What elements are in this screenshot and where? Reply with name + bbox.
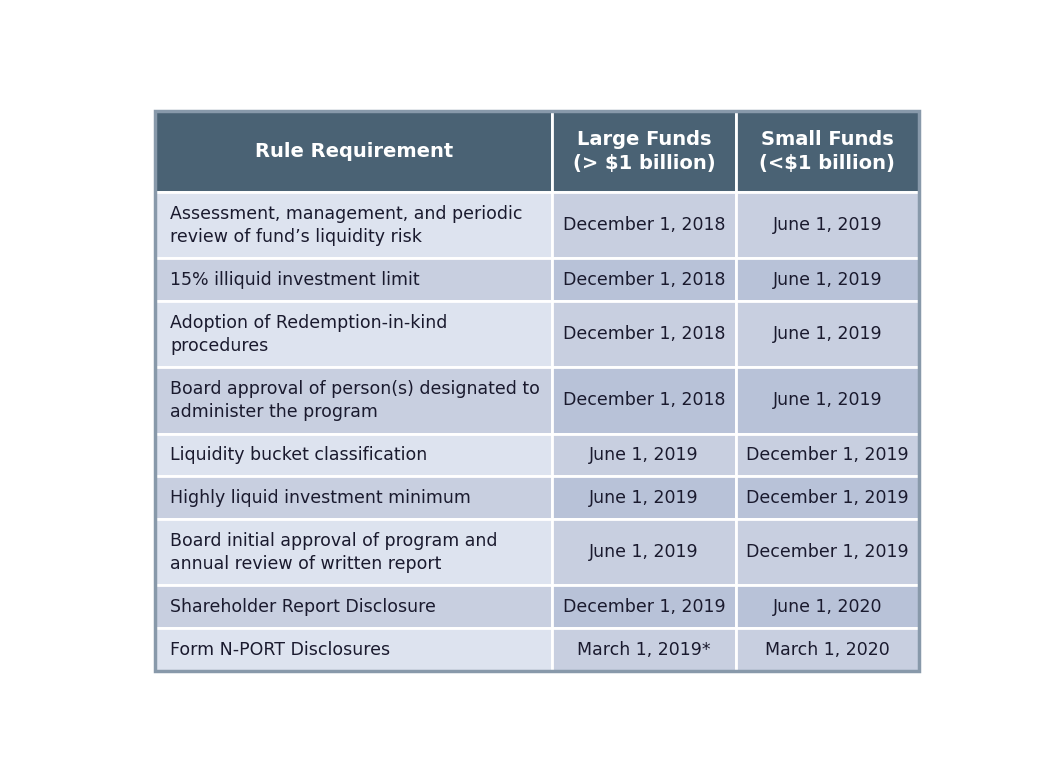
Bar [155,259,552,301]
Bar [552,368,736,433]
Bar [736,192,919,259]
Text: December 1, 2018: December 1, 2018 [563,271,725,289]
Bar [552,585,736,628]
Bar [552,519,736,585]
Text: Shareholder Report Disclosure: Shareholder Report Disclosure [170,598,436,616]
Text: December 1, 2019: December 1, 2019 [563,598,725,616]
Bar [736,301,919,368]
Bar [736,628,919,671]
Text: March 1, 2019*: March 1, 2019* [577,641,711,659]
Bar [155,368,552,433]
Text: June 1, 2019: June 1, 2019 [772,271,882,289]
Text: Assessment, management, and periodic
review of fund’s liquidity risk: Assessment, management, and periodic rev… [170,204,523,245]
Bar [736,368,919,433]
Text: June 1, 2019: June 1, 2019 [589,488,699,507]
Text: December 1, 2018: December 1, 2018 [563,216,725,235]
Text: Liquidity bucket classification: Liquidity bucket classification [170,446,428,464]
Bar [155,192,552,259]
Bar [155,519,552,585]
Bar [552,259,736,301]
Bar [736,519,919,585]
Bar [552,628,736,671]
Text: Board initial approval of program and
annual review of written report: Board initial approval of program and an… [170,532,498,573]
Bar [552,433,736,476]
Bar [736,259,919,301]
Bar [736,111,919,192]
Bar [552,476,736,519]
Text: June 1, 2019: June 1, 2019 [772,325,882,343]
Text: 15% illiquid investment limit: 15% illiquid investment limit [170,271,419,289]
Text: December 1, 2019: December 1, 2019 [746,543,909,561]
Text: December 1, 2018: December 1, 2018 [563,392,725,409]
Text: Adoption of Redemption-in-kind
procedures: Adoption of Redemption-in-kind procedure… [170,313,447,354]
Text: March 1, 2020: March 1, 2020 [765,641,890,659]
Text: June 1, 2019: June 1, 2019 [589,446,699,464]
Bar [155,476,552,519]
Bar [155,433,552,476]
Text: Small Funds
(<$1 billion): Small Funds (<$1 billion) [760,130,895,173]
Text: June 1, 2019: June 1, 2019 [772,392,882,409]
Bar [155,301,552,368]
Bar [552,301,736,368]
Bar [155,111,552,192]
Bar [736,476,919,519]
Text: December 1, 2019: December 1, 2019 [746,488,909,507]
Text: Large Funds
(> $1 billion): Large Funds (> $1 billion) [572,130,716,173]
Text: June 1, 2019: June 1, 2019 [772,216,882,235]
Bar [736,433,919,476]
Text: Form N-PORT Disclosures: Form N-PORT Disclosures [170,641,390,659]
Text: June 1, 2020: June 1, 2020 [772,598,882,616]
Text: Rule Requirement: Rule Requirement [255,142,453,161]
Text: June 1, 2019: June 1, 2019 [589,543,699,561]
Bar [552,192,736,259]
Text: Board approval of person(s) designated to
administer the program: Board approval of person(s) designated t… [170,380,540,421]
Text: December 1, 2018: December 1, 2018 [563,325,725,343]
Bar [155,585,552,628]
Bar [552,111,736,192]
Bar [155,628,552,671]
Text: Highly liquid investment minimum: Highly liquid investment minimum [170,488,471,507]
Bar [736,585,919,628]
Text: December 1, 2019: December 1, 2019 [746,446,909,464]
